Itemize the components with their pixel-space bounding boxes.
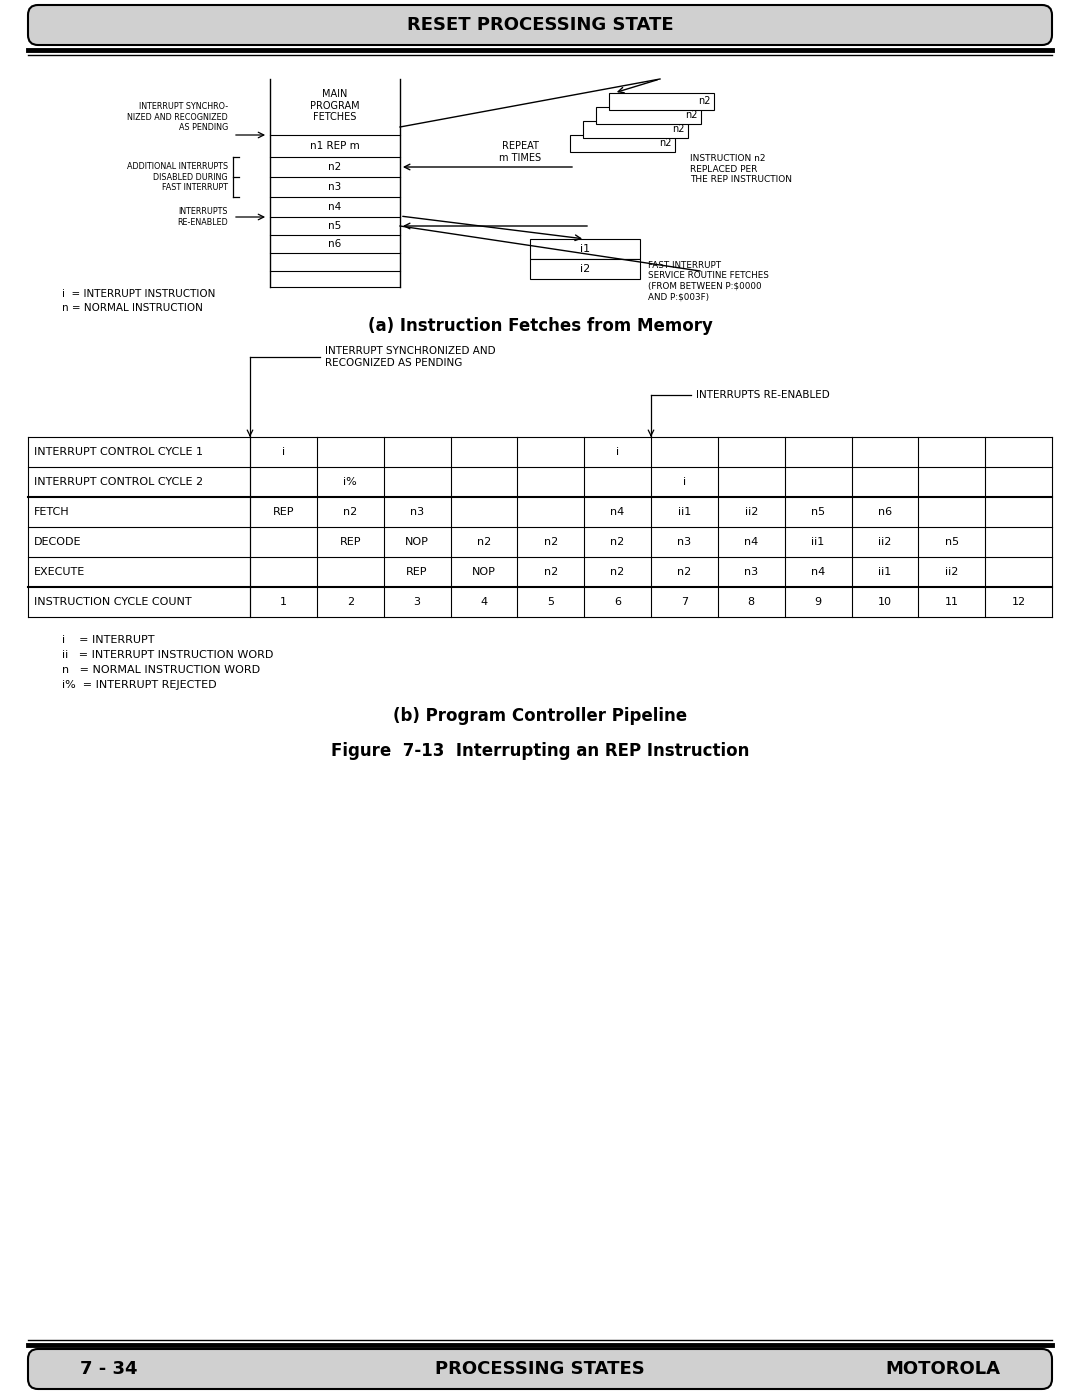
- Text: INTERRUPTS RE-ENABLED: INTERRUPTS RE-ENABLED: [696, 390, 829, 400]
- Text: REP: REP: [406, 567, 428, 577]
- Text: i: i: [282, 447, 285, 457]
- Bar: [28, 587, 1052, 617]
- Text: n4: n4: [610, 507, 624, 517]
- Text: n4: n4: [811, 567, 825, 577]
- Text: n1 REP m: n1 REP m: [310, 141, 360, 151]
- Text: ii2: ii2: [945, 567, 958, 577]
- Text: n3: n3: [677, 536, 691, 548]
- Bar: [609, 94, 714, 110]
- Text: MAIN
PROGRAM
FETCHES: MAIN PROGRAM FETCHES: [310, 89, 360, 122]
- Text: INTERRUPTS
RE-ENABLED: INTERRUPTS RE-ENABLED: [177, 207, 228, 226]
- Text: 6: 6: [615, 597, 621, 608]
- Text: i: i: [616, 447, 619, 457]
- Text: ii2: ii2: [878, 536, 892, 548]
- Text: n4: n4: [744, 536, 758, 548]
- Text: EXECUTE: EXECUTE: [33, 567, 85, 577]
- Text: FETCH: FETCH: [33, 507, 69, 517]
- Text: n2: n2: [476, 536, 491, 548]
- Bar: [28, 467, 1052, 497]
- Text: ii1: ii1: [878, 567, 892, 577]
- Text: n2: n2: [699, 96, 711, 106]
- Text: n3: n3: [744, 567, 758, 577]
- Bar: [28, 437, 1052, 467]
- Text: (b) Program Controller Pipeline: (b) Program Controller Pipeline: [393, 707, 687, 725]
- Bar: [596, 108, 701, 124]
- Text: 11: 11: [945, 597, 959, 608]
- Text: INTERRUPT CONTROL CYCLE 2: INTERRUPT CONTROL CYCLE 2: [33, 476, 203, 488]
- Bar: [28, 557, 1052, 587]
- Bar: [583, 122, 688, 138]
- Text: REPEAT
m TIMES: REPEAT m TIMES: [499, 141, 541, 163]
- Text: 3: 3: [414, 597, 420, 608]
- Text: FAST INTERRUPT
SERVICE ROUTINE FETCHES
(FROM BETWEEN P:$0000
AND P:$003F): FAST INTERRUPT SERVICE ROUTINE FETCHES (…: [648, 261, 769, 302]
- Text: 7: 7: [680, 597, 688, 608]
- Text: 4: 4: [481, 597, 487, 608]
- Text: n5: n5: [945, 536, 959, 548]
- Text: n2: n2: [610, 567, 624, 577]
- Text: n5: n5: [328, 221, 341, 231]
- FancyBboxPatch shape: [28, 6, 1052, 45]
- Text: ii2: ii2: [744, 507, 758, 517]
- Bar: [530, 239, 640, 258]
- Text: 5: 5: [548, 597, 554, 608]
- Text: 1: 1: [280, 597, 287, 608]
- Text: INTERRUPT SYNCHRONIZED AND
RECOGNIZED AS PENDING: INTERRUPT SYNCHRONIZED AND RECOGNIZED AS…: [325, 346, 496, 367]
- Text: i: i: [683, 476, 686, 488]
- Text: n2: n2: [660, 138, 672, 148]
- Text: (a) Instruction Fetches from Memory: (a) Instruction Fetches from Memory: [367, 317, 713, 335]
- Text: i%: i%: [343, 476, 357, 488]
- Text: DECODE: DECODE: [33, 536, 81, 548]
- Text: n2: n2: [543, 536, 558, 548]
- Text: Figure  7-13  Interrupting an REP Instruction: Figure 7-13 Interrupting an REP Instruct…: [330, 742, 750, 760]
- Text: INSTRUCTION CYCLE COUNT: INSTRUCTION CYCLE COUNT: [33, 597, 191, 608]
- Text: INTERRUPT SYNCHRO-
NIZED AND RECOGNIZED
AS PENDING: INTERRUPT SYNCHRO- NIZED AND RECOGNIZED …: [127, 102, 228, 131]
- Text: n2: n2: [543, 567, 558, 577]
- Text: i    = INTERRUPT: i = INTERRUPT: [62, 636, 154, 645]
- Text: n4: n4: [328, 203, 341, 212]
- Text: REP: REP: [272, 507, 294, 517]
- Text: n = NORMAL INSTRUCTION: n = NORMAL INSTRUCTION: [62, 303, 203, 313]
- Text: ii1: ii1: [678, 507, 691, 517]
- Text: n6: n6: [328, 239, 341, 249]
- Text: i  = INTERRUPT INSTRUCTION: i = INTERRUPT INSTRUCTION: [62, 289, 215, 299]
- FancyBboxPatch shape: [28, 1350, 1052, 1389]
- Text: NOP: NOP: [405, 536, 429, 548]
- Text: n2: n2: [673, 124, 685, 134]
- Text: 7 - 34: 7 - 34: [80, 1361, 137, 1377]
- Text: n2: n2: [686, 110, 698, 120]
- Text: 9: 9: [814, 597, 822, 608]
- Text: NOP: NOP: [472, 567, 496, 577]
- Bar: [530, 258, 640, 279]
- Text: ii1: ii1: [811, 536, 825, 548]
- Text: INTERRUPT CONTROL CYCLE 1: INTERRUPT CONTROL CYCLE 1: [33, 447, 203, 457]
- Bar: [28, 527, 1052, 557]
- Text: i1: i1: [580, 244, 590, 254]
- Text: PROCESSING STATES: PROCESSING STATES: [435, 1361, 645, 1377]
- Text: n3: n3: [328, 182, 341, 191]
- Text: 10: 10: [878, 597, 892, 608]
- Bar: [28, 497, 1052, 527]
- Text: n2: n2: [328, 162, 341, 172]
- Bar: [570, 136, 675, 152]
- Text: n2: n2: [610, 536, 624, 548]
- Text: n5: n5: [811, 507, 825, 517]
- Text: i%  = INTERRUPT REJECTED: i% = INTERRUPT REJECTED: [62, 680, 217, 690]
- Text: i2: i2: [580, 264, 590, 274]
- Text: n2: n2: [343, 507, 357, 517]
- Text: 12: 12: [1012, 597, 1026, 608]
- Text: REP: REP: [339, 536, 361, 548]
- Text: n6: n6: [878, 507, 892, 517]
- Text: n2: n2: [677, 567, 691, 577]
- Text: ADDITIONAL INTERRUPTS
DISABLED DURING
FAST INTERRUPT: ADDITIONAL INTERRUPTS DISABLED DURING FA…: [126, 162, 228, 191]
- Text: INSTRUCTION n2
REPLACED PER
THE REP INSTRUCTION: INSTRUCTION n2 REPLACED PER THE REP INST…: [690, 154, 792, 184]
- Text: ii   = INTERRUPT INSTRUCTION WORD: ii = INTERRUPT INSTRUCTION WORD: [62, 650, 273, 659]
- Text: 8: 8: [747, 597, 755, 608]
- Text: MOTOROLA: MOTOROLA: [885, 1361, 1000, 1377]
- Text: n   = NORMAL INSTRUCTION WORD: n = NORMAL INSTRUCTION WORD: [62, 665, 260, 675]
- Text: RESET PROCESSING STATE: RESET PROCESSING STATE: [407, 15, 673, 34]
- Text: n3: n3: [410, 507, 424, 517]
- Text: 2: 2: [347, 597, 354, 608]
